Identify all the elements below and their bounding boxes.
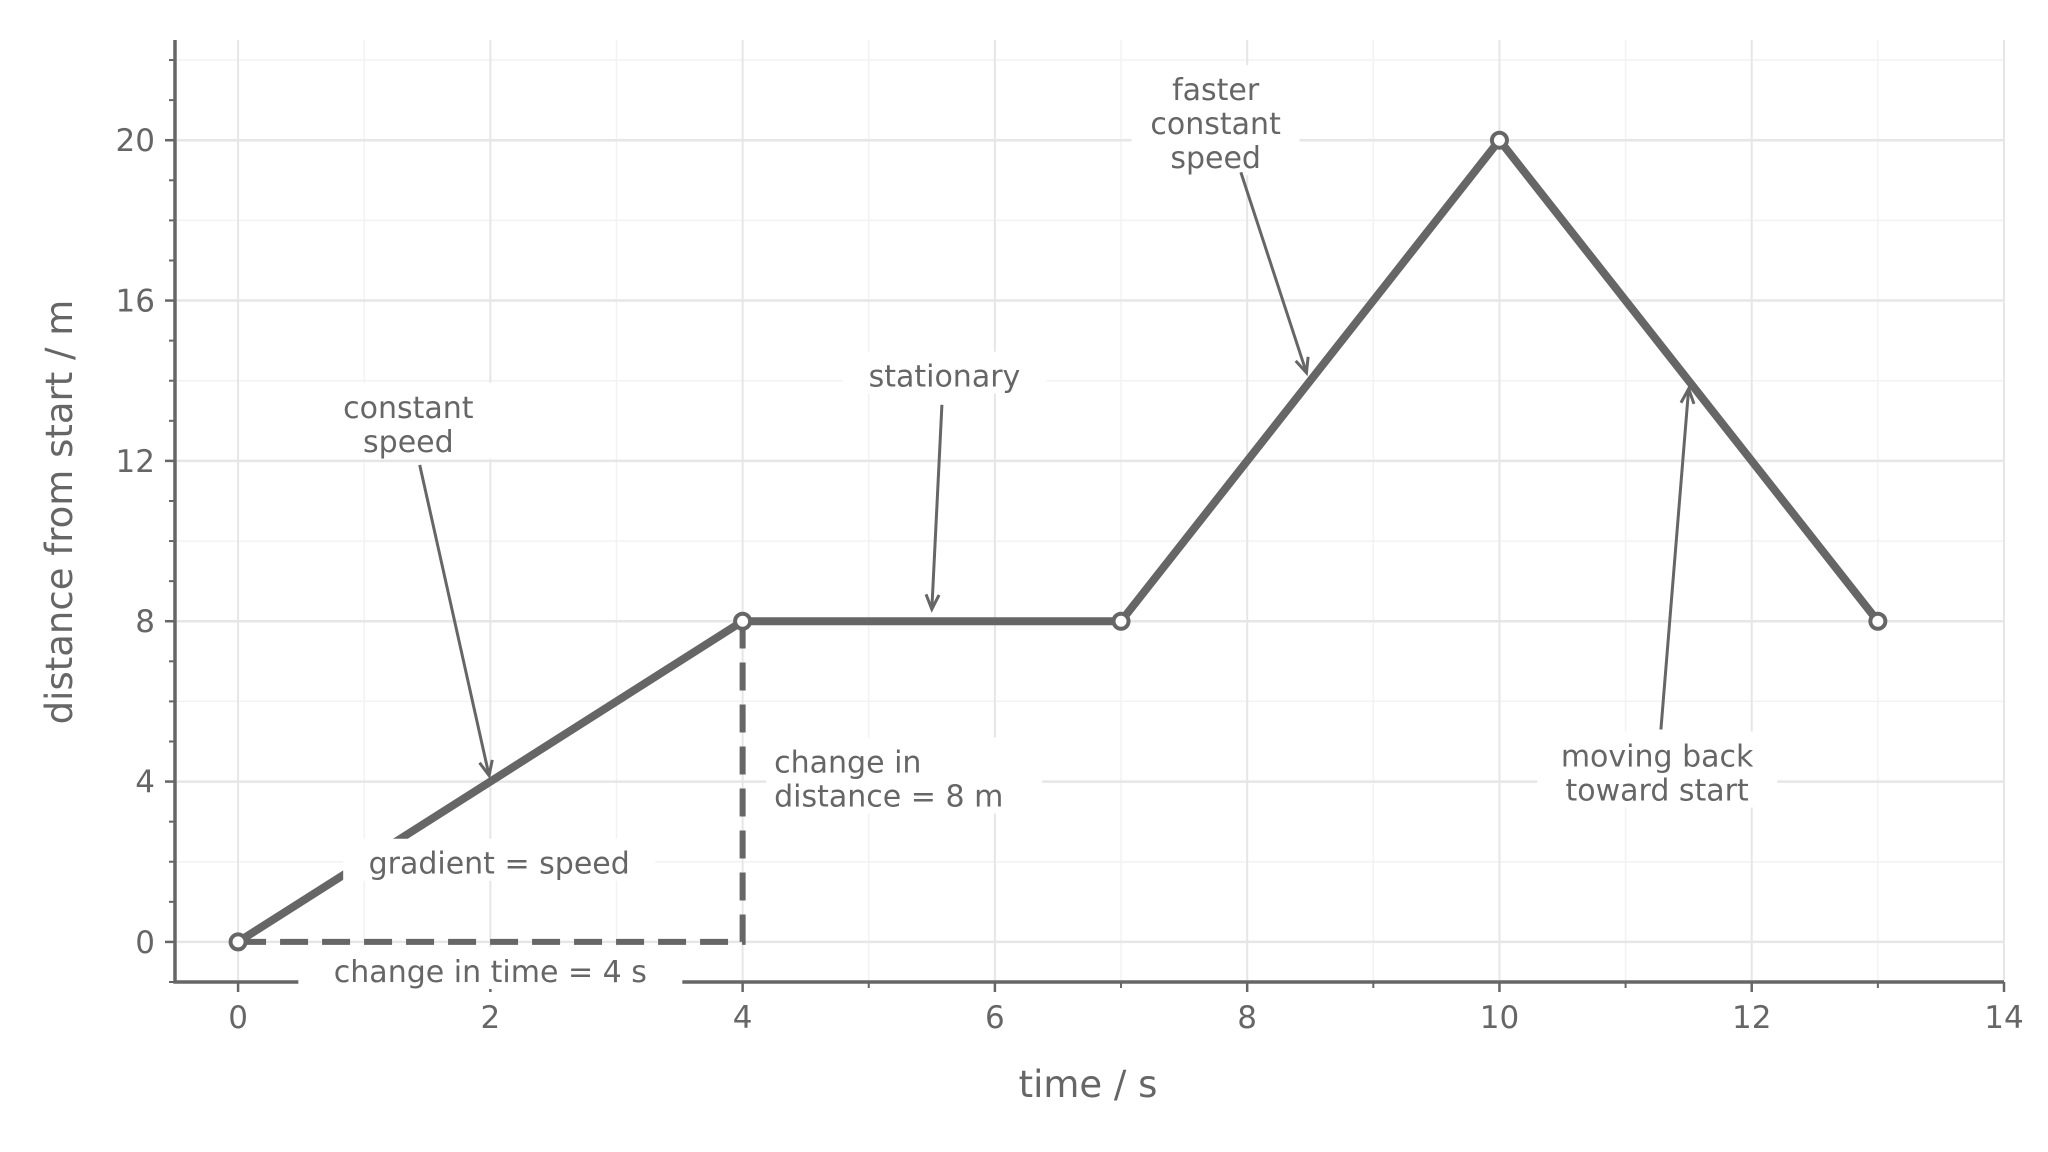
annotation-box [1537,731,1778,808]
annotation-box [1131,65,1300,176]
annotation-arrow-line [1659,388,1691,730]
annotation-text: constant [1150,107,1281,142]
series-layer [228,130,1888,952]
grid-major [177,40,2005,980]
annotation-arrow-line [418,464,491,776]
annotation-stationary: stationary [842,351,1047,613]
x-tick-label: 10 [1480,1000,1519,1036]
data-point [1489,130,1509,150]
x-tick-label: 4 [733,1000,753,1036]
gradient-triangle [238,621,746,945]
annotation-box [298,946,683,989]
annotation-text: speed [1170,141,1261,176]
annotation-gradient-speed: gradient = speed [343,838,656,882]
annotation-layer: constantspeedstationaryfasterconstantspe… [298,65,1778,990]
annotation-box [766,737,1043,814]
annotation-text: toward start [1565,774,1749,809]
annotation-text: faster [1172,73,1260,108]
annotation-text: speed [363,425,454,460]
annotation-arrow-head [478,759,494,780]
y-tick-label: 8 [135,604,155,640]
x-tick-label: 2 [480,1000,500,1036]
annotation-text: distance = 8 m [774,780,1003,815]
x-tick-label: 0 [228,1000,248,1036]
data-point [733,611,753,631]
annotation-arrow-line [930,404,944,610]
annotation-box [343,838,656,881]
tick-labels: 0 2 4 6 8 10 12 14 0 4 8 12 16 20 [116,123,2024,1036]
annotation-change-in-time: change in time = 4 s [298,946,683,990]
annotation-box [842,351,1047,394]
x-axis-title: time / s [1019,1063,1158,1106]
annotation-text: gradient = speed [369,847,630,882]
annotation-text: change in time = 4 s [334,955,647,990]
data-point [1111,611,1131,631]
annotation-arrow-head [1294,356,1310,377]
data-point [228,932,248,952]
gradient-triangle-line [238,621,746,945]
annotation-text: constant [343,391,474,426]
x-tick-label: 14 [1984,1000,2023,1036]
annotation-text: stationary [869,360,1021,395]
x-tick-label: 6 [985,1000,1005,1036]
annotation-arrow-head [924,593,941,613]
y-tick-label: 20 [116,123,155,159]
annotation-arrow-line [1239,171,1308,374]
data-point [1868,611,1888,631]
y-axis-title: distance from start / m [38,300,81,725]
y-tick-label: 16 [116,284,155,320]
annotation-text: change in [774,746,921,781]
y-tick-label: 12 [116,444,155,480]
y-tick-label: 0 [135,925,155,961]
annotation-text: moving back [1561,740,1754,775]
annotation-box [324,382,493,459]
annotation-arrow-head [1679,385,1696,405]
x-tick-label: 8 [1237,1000,1257,1036]
x-tick-label: 12 [1732,1000,1771,1036]
y-tick-label: 4 [135,765,155,801]
